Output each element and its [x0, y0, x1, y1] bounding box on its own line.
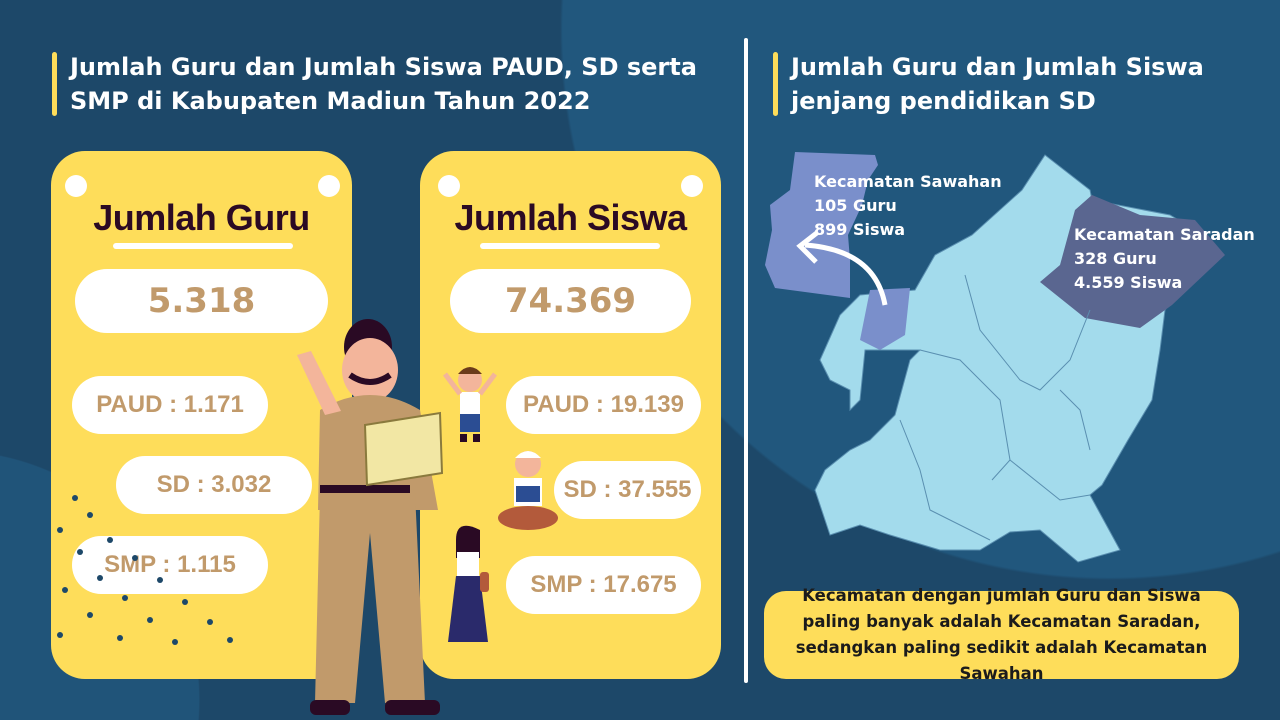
left-title-line2: SMP di Kabupaten Madiun Tahun 2022: [70, 87, 591, 115]
siswa-smp: SMP : 17.675: [506, 556, 701, 614]
siswa-total: 74.369: [450, 269, 691, 333]
student-boy-illustration: [443, 367, 497, 442]
saradan-name: Kecamatan Saradan: [1074, 225, 1255, 244]
guru-heading: Jumlah Guru: [93, 197, 310, 238]
card-hole: [438, 175, 460, 197]
saradan-label: Kecamatan Saradan 328 Guru 4.559 Siswa: [1074, 223, 1255, 295]
left-title: Jumlah Guru dan Jumlah Siswa PAUD, SD se…: [52, 50, 732, 118]
title-accent-bar: [52, 52, 57, 116]
siswa-paud: PAUD : 19.139: [506, 376, 701, 434]
right-title: Jumlah Guru dan Jumlah Siswa jenjang pen…: [773, 50, 1204, 118]
guru-total: 5.318: [75, 269, 328, 333]
guru-sd: SD : 3.032: [116, 456, 312, 514]
sawahan-guru: 105 Guru: [814, 196, 897, 215]
decorative-dots: [57, 495, 233, 645]
pointer-arrow-icon: [804, 242, 888, 306]
right-title-line1: Jumlah Guru dan Jumlah Siswa: [791, 53, 1204, 81]
left-title-line1: Jumlah Guru dan Jumlah Siswa PAUD, SD se…: [70, 53, 697, 81]
card-hole: [681, 175, 703, 197]
teacher-illustration: [297, 319, 444, 715]
sawahan-label: Kecamatan Sawahan 105 Guru 899 Siswa: [814, 170, 1002, 242]
siswa-sd: SD : 37.555: [554, 461, 701, 519]
sawahan-name: Kecamatan Sawahan: [814, 172, 1002, 191]
right-title-line2: jenjang pendidikan SD: [791, 87, 1096, 115]
guru-paud: PAUD : 1.171: [72, 376, 268, 434]
guru-smp: SMP : 1.115: [72, 536, 268, 594]
saradan-guru: 328 Guru: [1074, 249, 1157, 268]
map-region-saradan: [1040, 195, 1225, 328]
summary-note: Kecamatan dengan jumlah Guru dan Siswa p…: [764, 586, 1239, 683]
pointer-arrowhead-icon: [796, 230, 820, 264]
student-reading-illustration: [498, 451, 558, 530]
heading-underline: [113, 243, 293, 249]
student-girl-illustration: [448, 525, 489, 642]
siswa-heading: Jumlah Siswa: [454, 197, 687, 238]
divider: [744, 38, 748, 683]
map-region-sawahan: [765, 152, 878, 298]
map-region-sawahan: [860, 288, 910, 350]
sawahan-siswa: 899 Siswa: [814, 220, 906, 239]
card-hole: [65, 175, 87, 197]
saradan-siswa: 4.559 Siswa: [1074, 273, 1183, 292]
card-hole: [318, 175, 340, 197]
madiun-district-map: [765, 152, 1225, 563]
title-accent-bar: [773, 52, 778, 116]
heading-underline: [480, 243, 660, 249]
